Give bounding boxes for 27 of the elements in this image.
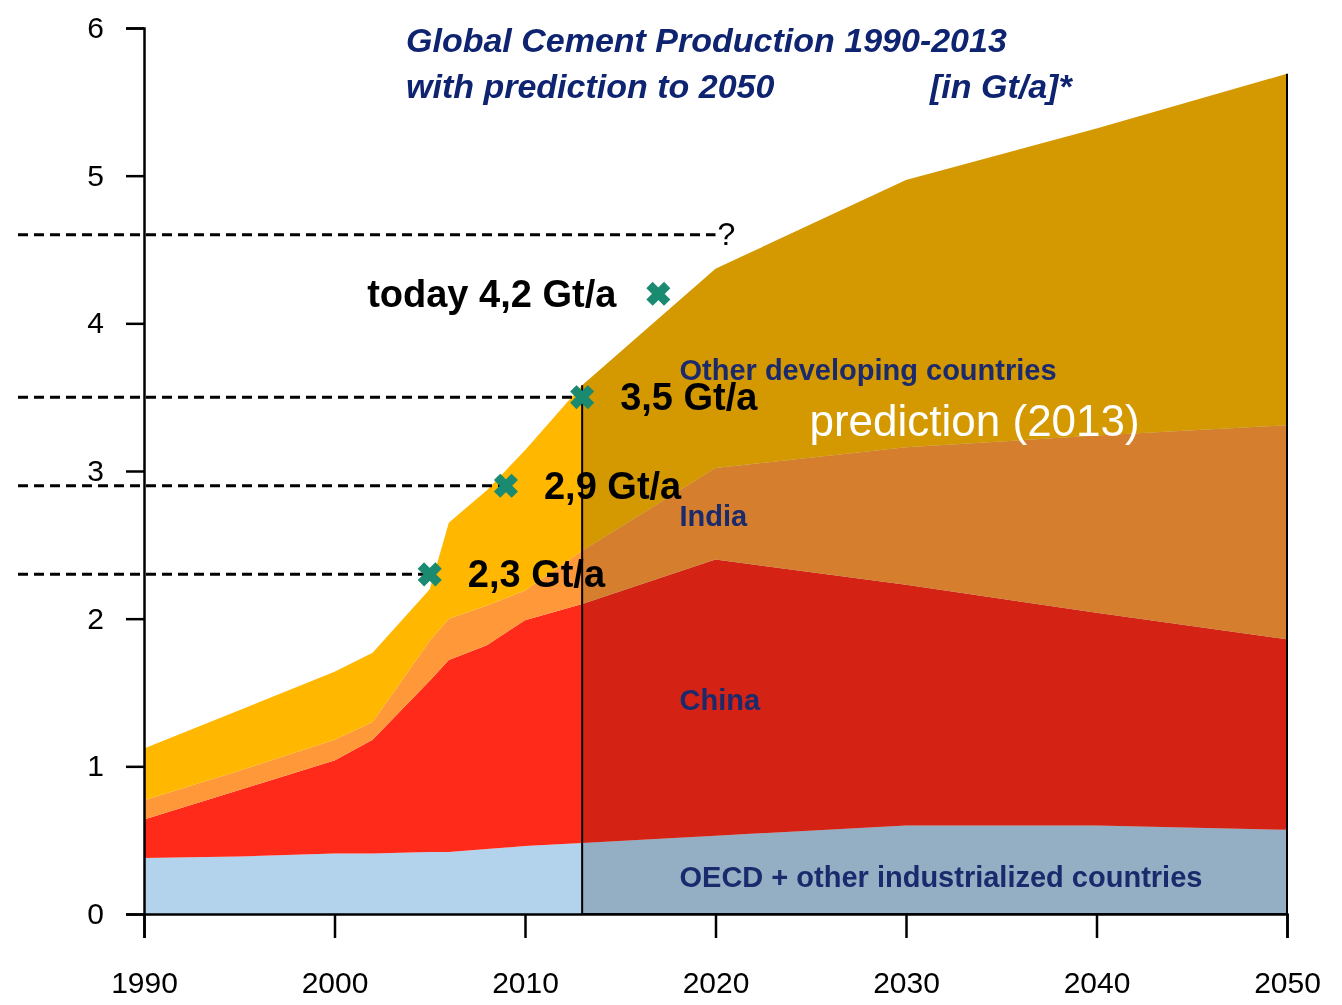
y-tick-label: 6: [87, 11, 104, 45]
x-tick-label: 2020: [682, 966, 750, 1000]
x-tick-label: 1990: [111, 966, 178, 1000]
annotation: today 4,2 Gt/a: [367, 272, 618, 315]
band-label: prediction (2013): [809, 395, 1140, 445]
x-tick-label: 2030: [873, 966, 940, 1000]
x-tick-label: 2050: [1254, 966, 1321, 1000]
y-tick-label: 2: [87, 601, 104, 635]
point: [494, 473, 518, 498]
series-label: OECD + other industrialized countries: [679, 860, 1203, 893]
point: [417, 562, 442, 587]
point: [646, 281, 671, 306]
x-tick-label: 2040: [1063, 966, 1131, 1000]
series-label: China: [679, 683, 761, 716]
series-label: India: [679, 499, 749, 532]
annotation: [in Gt/a]*: [929, 67, 1074, 105]
point: [570, 385, 594, 409]
y-tick-label: 0: [87, 897, 104, 931]
text: with prediction to 2050: [406, 67, 775, 105]
y-tick-label: 3: [87, 454, 104, 488]
x-tick-label: 2010: [492, 966, 559, 1000]
chart-title: Global Cement Production 1990-2013: [406, 21, 1007, 59]
y-tick-label: 1: [87, 749, 104, 783]
y-tick-label: 5: [87, 158, 104, 192]
y-tick-label: 4: [87, 306, 104, 340]
x-tick-label: 2000: [301, 966, 369, 1000]
annotation: ?: [717, 215, 736, 252]
